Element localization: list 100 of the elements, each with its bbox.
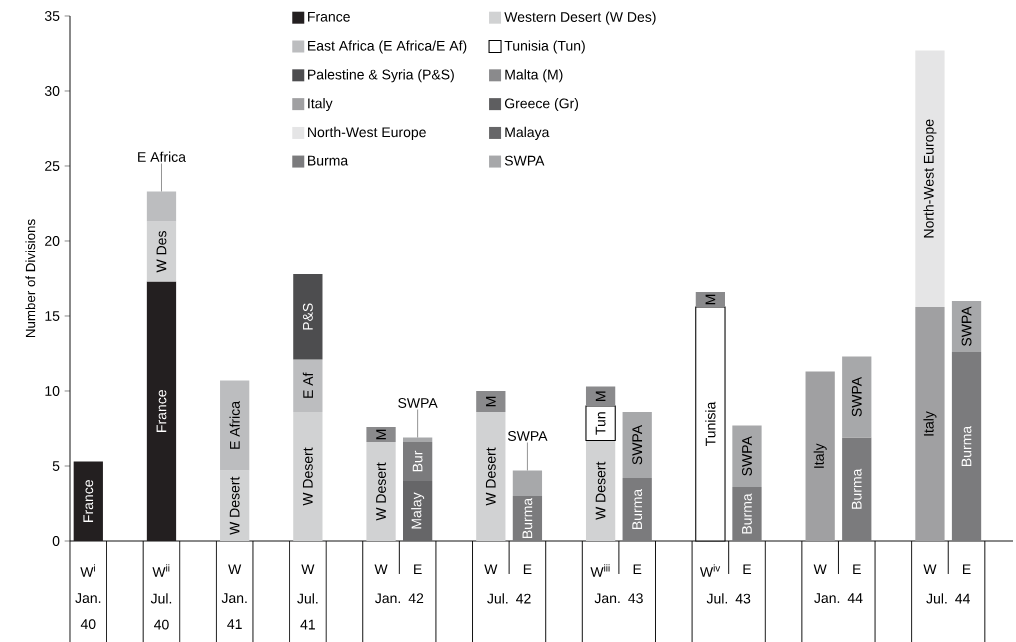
bar bbox=[842, 437, 872, 541]
legend-label: SWPA bbox=[504, 155, 545, 166]
x-tick-label: W bbox=[374, 564, 388, 575]
bar bbox=[622, 412, 652, 478]
text: Jul. 43 bbox=[706, 593, 751, 604]
x-tick-label: W$^{iii}$ bbox=[590, 564, 610, 577]
bar bbox=[293, 274, 323, 360]
data-label: France bbox=[156, 390, 167, 432]
bar bbox=[951, 300, 982, 352]
bar bbox=[146, 221, 177, 282]
data-label: France bbox=[83, 480, 94, 522]
x-tick-label: E bbox=[743, 564, 752, 575]
bar bbox=[732, 487, 762, 541]
x-tick-label: E bbox=[963, 564, 971, 575]
x-tick-label: W bbox=[484, 564, 498, 575]
x-tick-label: W bbox=[813, 564, 827, 575]
y-tick-label: 15 bbox=[45, 311, 60, 321]
bar bbox=[476, 391, 506, 412]
x-tick-label: W bbox=[923, 564, 937, 575]
legend-label: Malta (M) bbox=[505, 69, 563, 83]
text: Jul. 42 bbox=[487, 593, 531, 604]
data-label: SWPA bbox=[632, 424, 643, 465]
legend-label: Italy bbox=[308, 98, 333, 112]
text: Jul. 40 bbox=[150, 593, 172, 630]
data-label: W Desert bbox=[595, 461, 606, 520]
legend-label: East Africa (E Africa/E Af) bbox=[308, 40, 467, 54]
x-tick-label: E bbox=[633, 564, 642, 575]
data-label: M bbox=[486, 396, 496, 407]
text: Jan. 43 bbox=[594, 593, 643, 604]
bar bbox=[585, 386, 616, 406]
data-label: Tun bbox=[595, 412, 606, 435]
bar bbox=[366, 427, 396, 442]
bar bbox=[585, 440, 616, 541]
legend-label: Tunisia (Tun) bbox=[504, 40, 585, 54]
y-tick-label: 5 bbox=[52, 461, 60, 471]
x-tick-label: W$^{iv}$ bbox=[699, 564, 721, 577]
bar bbox=[73, 461, 103, 541]
data-label: Burma bbox=[851, 468, 862, 509]
data-label: W Desert bbox=[485, 447, 496, 506]
bar bbox=[293, 412, 323, 541]
bar bbox=[403, 481, 433, 541]
y-tick-label: 0 bbox=[52, 536, 60, 546]
y-tick-label: 25 bbox=[45, 161, 60, 171]
legend-label: Western Desert (W Des) bbox=[504, 11, 656, 25]
bar bbox=[293, 359, 323, 412]
data-label: Burma bbox=[961, 425, 972, 466]
data-label: E Africa bbox=[138, 151, 186, 162]
data-label: W Desert bbox=[302, 447, 313, 506]
data-label: P&S bbox=[302, 303, 313, 330]
bar bbox=[146, 191, 177, 222]
data-label: North-West Europe bbox=[923, 119, 937, 238]
data-label: Burma bbox=[742, 493, 752, 534]
data-label: W Desert bbox=[229, 476, 240, 535]
data-label: SWPA bbox=[398, 398, 438, 408]
data-label: Bur bbox=[412, 450, 423, 472]
bar bbox=[512, 470, 543, 496]
bar bbox=[585, 405, 616, 442]
y-axis-title: Number of Divisions bbox=[25, 219, 36, 338]
y-tick-label: 30 bbox=[44, 86, 60, 96]
y-tick-label: 20 bbox=[45, 236, 60, 246]
data-label: Malay bbox=[411, 492, 425, 529]
text: Jan. 44 bbox=[814, 593, 863, 604]
data-label: SWPA bbox=[961, 306, 972, 346]
bar bbox=[842, 356, 872, 438]
bar bbox=[951, 352, 982, 541]
data-label: E Africa bbox=[229, 401, 240, 449]
bar bbox=[805, 371, 835, 541]
data-label: W Des bbox=[156, 231, 167, 273]
data-label: Burma bbox=[632, 488, 643, 529]
legend-label: France bbox=[308, 11, 350, 22]
bar bbox=[732, 425, 762, 487]
text: Jan. 42 bbox=[375, 593, 424, 604]
x-tick-label: E bbox=[523, 564, 532, 575]
bar bbox=[476, 412, 506, 541]
data-label: M bbox=[595, 391, 606, 401]
x-tick-label: E bbox=[853, 564, 861, 575]
bar bbox=[366, 442, 396, 541]
bar bbox=[146, 281, 177, 541]
bar bbox=[512, 496, 543, 541]
legend-label: North-West Europe bbox=[308, 126, 426, 140]
x-tick-label: W$^{ii}$ bbox=[152, 564, 170, 577]
bar bbox=[915, 307, 945, 541]
data-label: Tunisia bbox=[705, 401, 716, 446]
data-label: Italy bbox=[813, 443, 827, 468]
x-tick-label: W$^{i}$ bbox=[80, 564, 96, 577]
data-label: SWPA bbox=[851, 376, 862, 417]
bar bbox=[220, 380, 250, 471]
data-label: W Desert bbox=[376, 462, 386, 521]
legend-label: Palestine & Syria (P&S) bbox=[308, 69, 454, 83]
bar bbox=[695, 292, 726, 307]
bar bbox=[622, 478, 652, 541]
x-tick-label: W bbox=[228, 564, 242, 575]
y-tick-label: 35 bbox=[44, 11, 60, 21]
text: Jul. 44 bbox=[926, 593, 970, 604]
legend-label: Malaya bbox=[505, 126, 550, 140]
legend-label: Greece (Gr) bbox=[504, 98, 579, 112]
data-label: SWPA bbox=[742, 436, 752, 476]
bar bbox=[403, 442, 433, 481]
data-label: SWPA bbox=[507, 431, 548, 441]
data-label: M bbox=[705, 294, 716, 305]
